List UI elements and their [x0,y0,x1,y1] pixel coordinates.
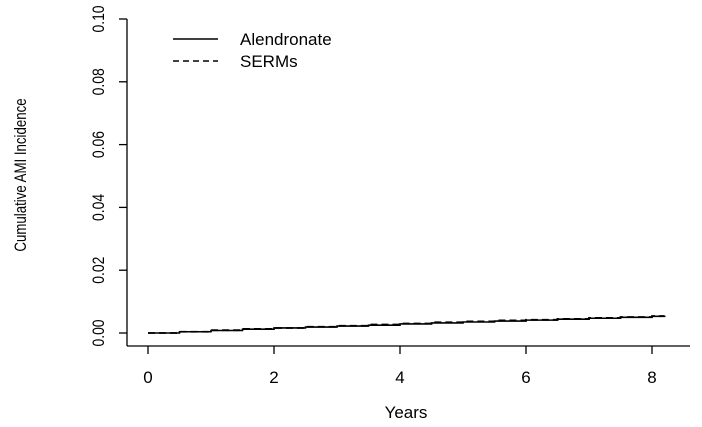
x-tick-label: 0 [143,368,152,387]
x-tick-label: 4 [395,368,404,387]
y-axis-title: Cumulative AMI Incidence [12,98,31,251]
series-layer [148,315,666,334]
x-tick-label: 2 [269,368,278,387]
x-tick-label: 6 [521,368,530,387]
x-axis-title: Years [385,403,428,422]
legend-label-serms: SERMs [240,52,298,71]
series-line-serms [148,315,666,334]
y-tick-label: 0.04 [90,194,109,221]
legend: Alendronate SERMs [173,30,332,71]
y-tick-label: 0.02 [90,257,109,284]
legend-label-alendronate: Alendronate [240,30,332,49]
y-tick-label: 0.10 [90,5,109,32]
x-tick-label: 8 [647,368,656,387]
y-tick-label: 0.00 [90,319,109,346]
y-tick-label: 0.08 [90,68,109,95]
x-axis-ticks: 0 2 4 6 8 [143,346,657,387]
y-tick-label: 0.06 [90,131,109,158]
y-axis-ticks: 0.00 0.02 0.04 0.06 0.08 0.10 [90,5,127,347]
